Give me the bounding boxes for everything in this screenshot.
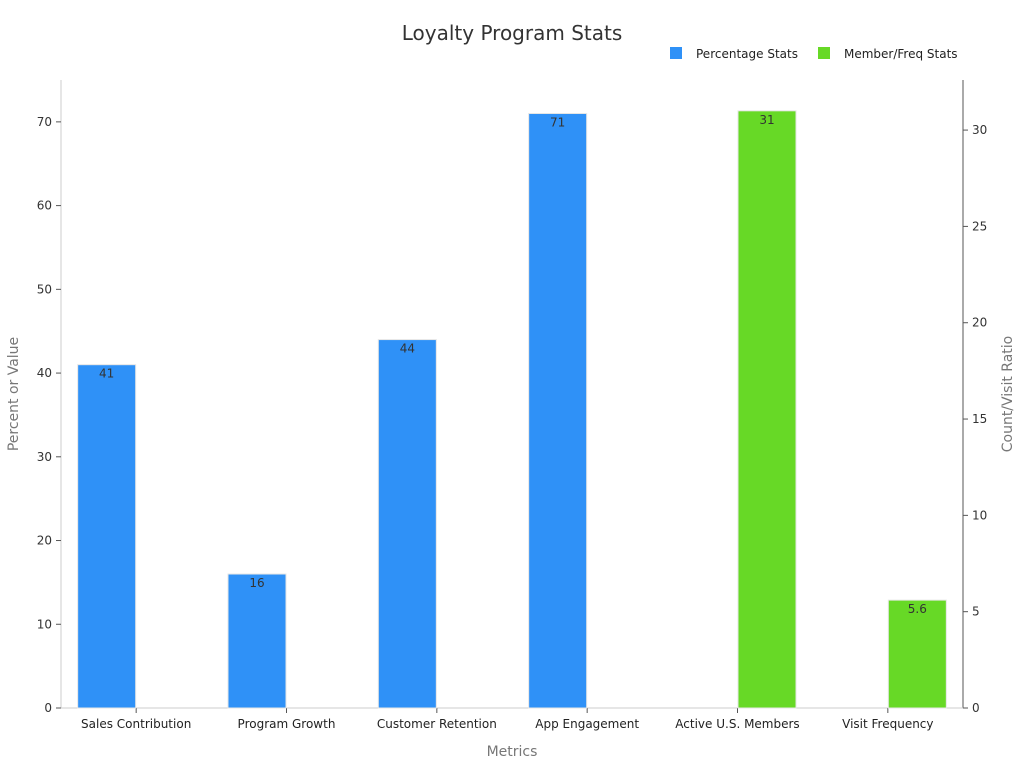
y2-tick-label: 25 bbox=[972, 219, 987, 233]
x-tick-label: Sales Contribution bbox=[81, 717, 191, 731]
y-tick-label: 20 bbox=[37, 534, 52, 548]
y-tick-label: 10 bbox=[37, 617, 52, 631]
bar bbox=[77, 364, 137, 709]
bar bbox=[528, 112, 588, 709]
x-tick-label: Program Growth bbox=[238, 717, 336, 731]
legend-label-member-freq: Member/Freq Stats bbox=[844, 47, 958, 61]
axes: 0 10 20 30 40 50 60 70 0 5 10 15 20 25 30 Sales Contrib… bbox=[37, 80, 987, 731]
x-tick-label: Visit Frequency bbox=[842, 717, 933, 731]
bar bbox=[737, 110, 797, 709]
y2-tick-label: 10 bbox=[972, 508, 987, 522]
x-tick-label: App Engagement bbox=[535, 717, 639, 731]
data-label: 16 bbox=[249, 576, 264, 590]
bars bbox=[77, 110, 947, 709]
y2-tick-label: 5 bbox=[972, 605, 980, 619]
x-tick-label: Active U.S. Members bbox=[675, 717, 799, 731]
data-label: 41 bbox=[99, 367, 114, 381]
legend-swatch-member-freq bbox=[818, 47, 830, 59]
data-label: 31 bbox=[759, 113, 774, 127]
bar bbox=[887, 599, 947, 709]
y2-tick-label: 30 bbox=[972, 123, 987, 137]
y2-axis-title: Count/Visit Ratio bbox=[1000, 336, 1016, 453]
bar bbox=[377, 339, 437, 709]
chart-title: Loyalty Program Stats bbox=[402, 21, 623, 45]
y2-tick-label: 15 bbox=[972, 412, 987, 426]
x-axis-title: Metrics bbox=[487, 744, 538, 760]
y-tick-label: 0 bbox=[44, 701, 52, 715]
labels: 41 16 44 71 31 5.6 bbox=[99, 113, 927, 616]
legend-label-percentage: Percentage Stats bbox=[696, 47, 798, 61]
y-tick-label: 40 bbox=[37, 366, 52, 380]
y2-tick-label: 20 bbox=[972, 316, 987, 330]
x-tick-label: Customer Retention bbox=[377, 717, 497, 731]
y-axis-title: Percent or Value bbox=[6, 337, 22, 451]
y-tick-label: 30 bbox=[37, 450, 52, 464]
y2-tick-label: 0 bbox=[972, 701, 980, 715]
legend: Percentage Stats Member/Freq Stats bbox=[670, 47, 958, 61]
data-label: 44 bbox=[400, 342, 415, 356]
y-tick-label: 70 bbox=[37, 115, 52, 129]
y-tick-label: 50 bbox=[37, 282, 52, 296]
y-tick-label: 60 bbox=[37, 199, 52, 213]
bar bbox=[227, 573, 287, 709]
data-label: 71 bbox=[550, 115, 565, 129]
data-label: 5.6 bbox=[908, 602, 927, 616]
legend-swatch-percentage bbox=[670, 47, 682, 59]
